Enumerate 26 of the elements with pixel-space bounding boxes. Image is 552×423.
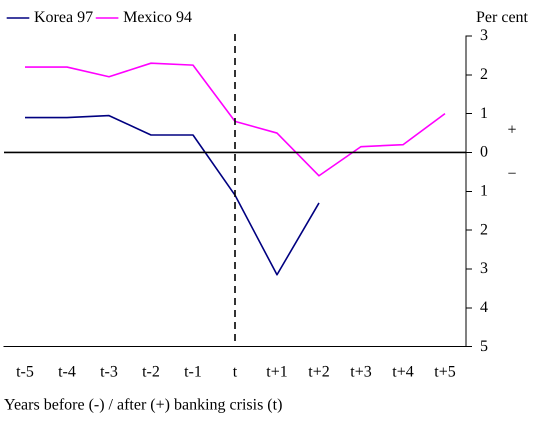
x-tick-label: t-4 <box>58 363 76 380</box>
x-tick-label: t <box>232 363 238 380</box>
x-tick-label: t-1 <box>184 363 202 380</box>
legend-label: Korea 97 <box>34 9 94 26</box>
y-tick-label: 2 <box>480 66 488 84</box>
text: + <box>507 122 517 139</box>
x-tick-label: t-2 <box>142 363 160 380</box>
text: − <box>507 166 517 183</box>
y-tick-label: 3 <box>480 27 488 44</box>
legend-label: Mexico 94 <box>123 9 192 26</box>
y-axis-title: Per cent <box>476 9 529 26</box>
x-tick-label: t+3 <box>350 363 372 380</box>
y-tick-label: 1 <box>480 104 488 122</box>
x-tick-label: t+4 <box>392 363 414 380</box>
x-tick-label: t+2 <box>308 363 330 380</box>
x-tick-label: t-3 <box>100 363 118 380</box>
x-tick-label: t+1 <box>266 363 288 380</box>
y-tick-label: 2 <box>480 221 488 238</box>
y-tick-label: 3 <box>480 260 488 278</box>
x-tick-label: t+5 <box>434 363 456 380</box>
y-tick-label: 4 <box>480 298 488 316</box>
y-tick-label: 5 <box>480 338 488 355</box>
x-tick-label: t-5 <box>16 363 34 380</box>
x-axis-title: Years before (-) / after (+) banking crisis (t) <box>4 396 282 414</box>
y-tick-label: 0 <box>480 144 488 161</box>
y-tick-label: 1 <box>480 182 488 200</box>
